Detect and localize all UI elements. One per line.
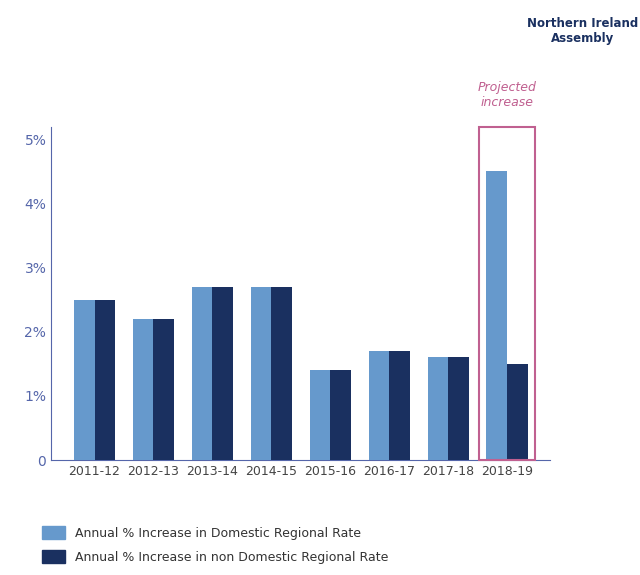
Bar <box>154 319 174 460</box>
Bar <box>479 126 535 460</box>
Bar <box>271 287 292 460</box>
Bar <box>74 300 95 460</box>
Bar <box>212 287 233 460</box>
Text: Projected
increase: Projected increase <box>477 81 536 109</box>
Text: Northern Ireland
Assembly: Northern Ireland Assembly <box>527 17 638 45</box>
Bar <box>192 287 212 460</box>
Bar <box>448 358 468 460</box>
Bar <box>310 370 330 460</box>
Bar <box>389 351 410 460</box>
Bar <box>133 319 154 460</box>
Legend: Annual % Increase in Domestic Regional Rate, Annual % Increase in non Domestic R: Annual % Increase in Domestic Regional R… <box>42 526 388 564</box>
Bar <box>251 287 271 460</box>
Bar <box>330 370 351 460</box>
Bar <box>486 171 507 460</box>
Bar <box>428 358 448 460</box>
Bar <box>369 351 389 460</box>
Bar <box>507 364 528 460</box>
Bar <box>95 300 115 460</box>
